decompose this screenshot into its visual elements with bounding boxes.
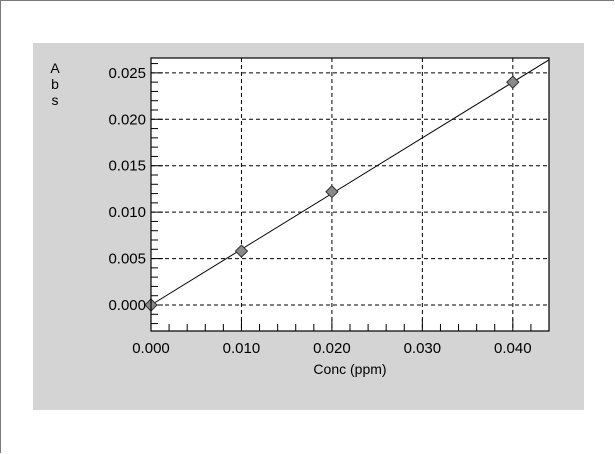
y-tick-label: 0.010: [108, 204, 146, 221]
y-tick-label: 0.025: [108, 65, 146, 82]
data-point: [506, 75, 520, 89]
plot-border: [150, 57, 550, 332]
x-tick-label: 0.030: [404, 340, 442, 357]
y-axis-title-letter: s: [52, 92, 59, 108]
x-tick-labels: 0.000 0.010 0.020 0.030 0.040: [132, 340, 531, 357]
fit-line: [150, 59, 550, 306]
y-tick-label: 0.005: [108, 251, 146, 268]
x-axis-title: Conc (ppm): [313, 361, 386, 377]
x-tick-label: 0.040: [494, 340, 532, 357]
x-tick-label: 0.020: [313, 340, 351, 357]
data-point: [234, 244, 249, 258]
y-tick-label: 0.015: [108, 158, 146, 175]
y-axis-title-letter: b: [51, 76, 59, 92]
y-axis-title: Abs: [50, 60, 60, 108]
y-tick-labels: 0.000 0.005 0.010 0.015 0.020 0.025: [108, 65, 146, 314]
y-tick-label: 0.000: [108, 297, 146, 314]
data-point: [325, 185, 339, 199]
x-tick-label: 0.010: [223, 340, 261, 357]
x-tick-label: 0.000: [132, 340, 170, 357]
plot-area: [151, 58, 549, 331]
y-axis-title-letter: A: [50, 60, 60, 76]
y-tick-label: 0.020: [108, 111, 146, 128]
